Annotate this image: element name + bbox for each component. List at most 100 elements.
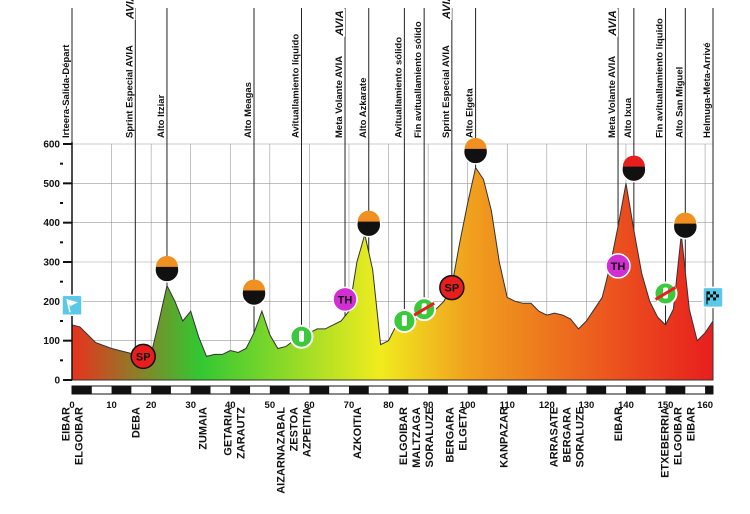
x-tick-label: 50 xyxy=(265,400,276,411)
place-label: AIZARNAZABAL xyxy=(276,407,288,494)
avia-logo: AVIA xyxy=(606,8,619,37)
finish-check xyxy=(707,297,710,301)
sprint-icon xyxy=(439,274,465,301)
km-bar-segment xyxy=(348,386,369,394)
place-label: GETARIA xyxy=(223,407,235,456)
marker-climb: 3ª xyxy=(154,255,180,283)
marker-feed xyxy=(289,324,314,349)
x-tick-label: 30 xyxy=(185,400,196,411)
place-label: ELGOIBAR xyxy=(398,407,410,465)
annotation-label: Alto Elgeta xyxy=(465,88,476,138)
climb-category: 3ª xyxy=(680,224,691,236)
profile-markers: SP 3ª 3ª TH 2ª SP 2ª TH 1ª 3ª xyxy=(61,137,724,370)
annotation-label: Sprint Especial AVIA xyxy=(441,45,452,138)
avia-logo-bg xyxy=(439,0,452,20)
th-icon xyxy=(605,253,631,279)
km-bar-segment xyxy=(72,386,92,394)
annotation-label: Sprint Especial AVIA xyxy=(124,45,135,138)
km-bar-segment xyxy=(388,386,409,394)
y-tick-label: 500 xyxy=(43,179,60,190)
annotation-label: Fin avituallamiento sólido xyxy=(413,21,424,138)
climb-cap xyxy=(155,255,178,267)
climb-category: 2ª xyxy=(470,149,481,161)
annotation-label: Avituallamiento sólido xyxy=(393,37,404,138)
avia-logo-text: AVIA xyxy=(441,0,453,20)
annotation-label: Alto San Miguel xyxy=(674,67,685,138)
climb-cap xyxy=(674,212,697,224)
marker-feed xyxy=(392,309,417,333)
finish-check xyxy=(716,294,719,298)
x-tick-label: 40 xyxy=(225,400,236,411)
avia-logo-bg xyxy=(333,8,346,37)
climb-category: 2ª xyxy=(364,222,375,234)
place-label: ZESTOA xyxy=(289,407,301,451)
x-axis: 0 10 20 30 40 50 60 70 80 90 100 110 120 130 140 150 160 xyxy=(69,385,714,411)
annotation-label: Alto Meagas xyxy=(243,82,254,138)
finish-check xyxy=(710,294,713,298)
avia-logo-bg xyxy=(606,8,619,37)
climb-category: 1ª xyxy=(629,167,640,179)
x-tick-label: 80 xyxy=(383,400,394,411)
km-bar-segment xyxy=(309,386,330,394)
annotation-label: Fin avituallamiento líquido xyxy=(655,18,666,138)
place-labels: EIBAR ELGOIBAR DEBA ZUMAIA GETARIA ZARAUTZ AIZ… xyxy=(61,407,698,494)
x-tick-label: 10 xyxy=(106,400,117,411)
th-label: TH xyxy=(611,261,626,273)
km-bar-segment xyxy=(190,386,211,394)
place-label: EIBAR xyxy=(61,407,73,441)
x-tick-label: 120 xyxy=(539,400,555,411)
avia-logo: AVIA xyxy=(123,0,136,20)
avia-logo: AVIA xyxy=(333,8,346,37)
y-tick-label: 600 xyxy=(43,140,60,151)
feed-end-slash xyxy=(413,301,435,317)
marker-climb: 2ª xyxy=(356,210,382,238)
place-label: ZUMAIA xyxy=(198,407,210,450)
climb-category: 3ª xyxy=(249,290,260,302)
annotation-label: Irteera-Salida-Départ xyxy=(61,44,72,138)
climb-cap xyxy=(622,155,645,167)
x-tick-label: 60 xyxy=(304,400,315,411)
km-bar-segment xyxy=(705,386,713,394)
x-tick-label: 90 xyxy=(423,400,434,411)
x-tick-label: 150 xyxy=(658,400,674,411)
sprint-label: SP xyxy=(445,283,460,295)
start-flag-pole xyxy=(66,299,71,313)
place-label: AZPEITIA xyxy=(302,407,314,457)
y-tick-label: 400 xyxy=(43,218,60,229)
finish-check xyxy=(713,297,716,301)
km-bar-segment xyxy=(546,386,567,394)
feed-bottle-icon xyxy=(298,330,304,342)
annotation-label: Helmuga-Meta-Arrivé xyxy=(702,42,713,138)
x-tick-label: 0 xyxy=(69,400,74,411)
y-tick-label: 200 xyxy=(43,297,60,308)
climb-category: 3ª xyxy=(162,267,173,279)
annotation-label: Alto Azkarate xyxy=(358,78,369,138)
marker-feedend xyxy=(653,281,678,306)
km-bar-segment xyxy=(625,386,646,394)
annotation-label: Avituallamiento líquido xyxy=(290,34,301,138)
km-bar-segment xyxy=(269,386,290,394)
place-label: SORALUZE xyxy=(575,407,587,468)
x-tick-label: 130 xyxy=(578,400,594,411)
start-flag-shape xyxy=(67,299,78,307)
annotation-label: Alto Itziar xyxy=(156,94,167,138)
place-label: KANPAZAR xyxy=(498,407,510,468)
climb-cap xyxy=(464,137,487,149)
km-bar-segment xyxy=(151,386,171,394)
feed-end-slash xyxy=(654,286,677,301)
annotation-label: Meta Volante AVIA xyxy=(607,56,618,138)
avia-logo-text: AVIA xyxy=(607,10,619,37)
avia-logo: AVIA xyxy=(439,0,453,20)
y-axis: 0 100 200 300 400 500 600 xyxy=(43,140,73,387)
place-label: AZKOITIA xyxy=(352,407,364,459)
place-label: EIBAR xyxy=(685,407,697,441)
km-bar-segment xyxy=(507,386,528,394)
marker-climb: 3ª xyxy=(672,212,699,240)
marker-climb: 2ª xyxy=(462,137,489,165)
place-label: ARRASATE xyxy=(549,407,561,467)
place-label: EIBAR xyxy=(613,407,625,441)
climb-cap xyxy=(357,210,380,222)
feed-bottle-icon xyxy=(401,315,407,326)
place-label: ELGOIBAR xyxy=(672,407,684,465)
